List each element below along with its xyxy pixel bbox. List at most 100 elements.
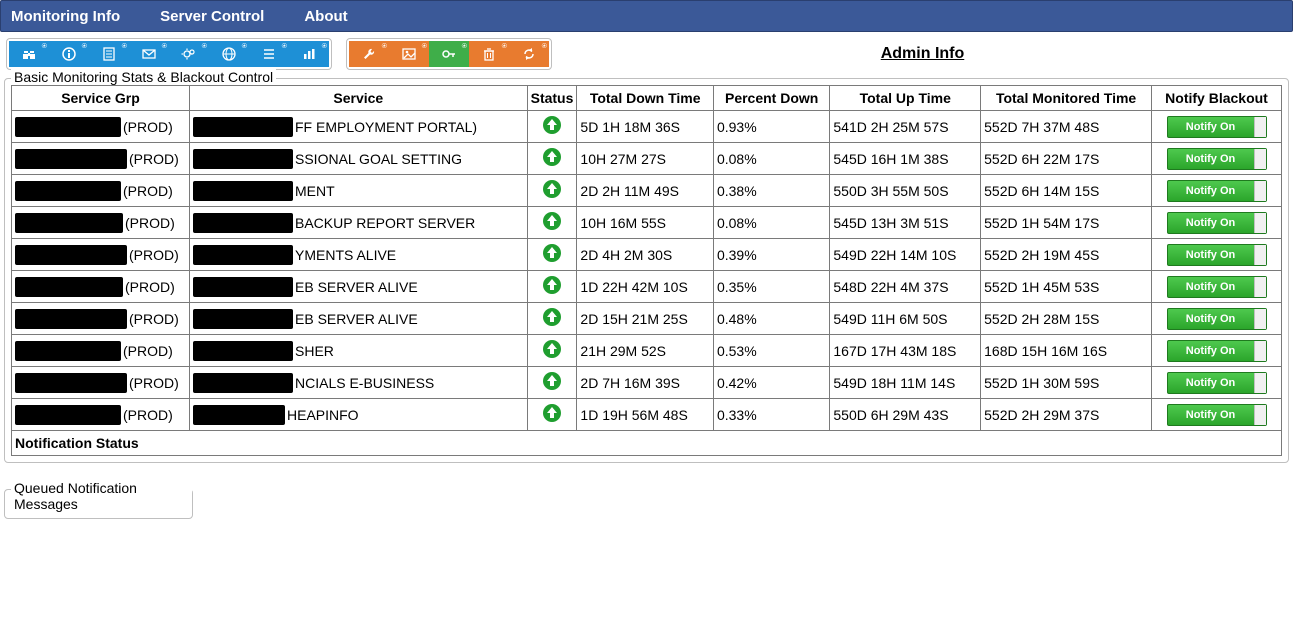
notify-toggle[interactable]: Notify On [1167,116,1267,138]
trash-icon[interactable]: ⍟ [469,41,509,67]
redacted-bar [15,245,127,265]
gears-icon[interactable]: ⍟ [169,41,209,67]
status-up-icon [542,371,562,391]
toolbar-group-2: ⍟⍟⍟⍟⍟ [346,38,552,70]
cell-down-time: 1D 19H 56M 48S [577,399,714,431]
notify-toggle[interactable]: Notify On [1167,404,1267,426]
cell-notify: Notify On [1152,271,1282,303]
notify-toggle-label: Notify On [1168,377,1254,389]
notify-toggle[interactable]: Notify On [1167,340,1267,362]
info-icon[interactable]: ⍟ [49,41,89,67]
redacted-bar [193,149,293,169]
col-up-time: Total Up Time [830,86,981,111]
cell-service-grp: (PROD) [12,399,190,431]
redacted-bar [15,149,127,169]
cell-down-time: 2D 7H 16M 39S [577,367,714,399]
toggle-knob [1254,341,1266,361]
menu-server-control[interactable]: Server Control [160,8,264,25]
cell-service: MENT [190,175,528,207]
cell-percent-down: 0.38% [713,175,829,207]
cell-up-time: 549D 11H 6M 50S [830,303,981,335]
notify-toggle-label: Notify On [1168,217,1254,229]
queued-panel: Queued Notification Messages No notifica… [4,489,193,519]
service-suffix: EB SERVER ALIVE [295,311,418,327]
cell-notify: Notify On [1152,143,1282,175]
cell-status [527,207,577,239]
table-row: (PROD) MENT 2D 2H 11M 49S 0.38% 550D 3H … [12,175,1282,207]
notify-toggle[interactable]: Notify On [1167,180,1267,202]
image-icon[interactable]: ⍟ [389,41,429,67]
service-suffix: BACKUP REPORT SERVER [295,215,475,231]
cell-up-time: 167D 17H 43M 18S [830,335,981,367]
service-grp-suffix: (PROD) [129,311,179,327]
notify-toggle[interactable]: Notify On [1167,276,1267,298]
cell-percent-down: 0.33% [713,399,829,431]
status-up-icon [542,179,562,199]
notify-toggle-label: Notify On [1168,345,1254,357]
menu-about[interactable]: About [304,8,347,25]
notification-status-label: Notification Status [12,431,1282,456]
notify-toggle[interactable]: Notify On [1167,244,1267,266]
cell-status [527,399,577,431]
globe-icon[interactable]: ⍟ [209,41,249,67]
notify-toggle[interactable]: Notify On [1167,212,1267,234]
redacted-bar [15,405,121,425]
cell-monitored: 552D 1H 54M 17S [981,207,1152,239]
service-grp-suffix: (PROD) [123,119,173,135]
cell-status [527,335,577,367]
col-notify: Notify Blackout [1152,86,1282,111]
wrench-icon[interactable]: ⍟ [349,41,389,67]
toggle-knob [1254,245,1266,265]
cell-service-grp: (PROD) [12,367,190,399]
cell-up-time: 541D 2H 25M 57S [830,111,981,143]
cell-service: BACKUP REPORT SERVER [190,207,528,239]
toggle-knob [1254,213,1266,233]
cell-up-time: 550D 3H 55M 50S [830,175,981,207]
cell-service-grp: (PROD) [12,175,190,207]
menu-monitoring-info[interactable]: Monitoring Info [11,8,120,25]
status-up-icon [542,147,562,167]
table-row: (PROD) SSIONAL GOAL SETTING 10H 27M 27S … [12,143,1282,175]
notify-toggle[interactable]: Notify On [1167,372,1267,394]
key-icon[interactable]: ⍟ [429,41,469,67]
status-up-icon [542,307,562,327]
service-grp-suffix: (PROD) [123,183,173,199]
admin-info-link[interactable]: Admin Info [552,45,1293,63]
service-grp-suffix: (PROD) [129,247,179,263]
redacted-bar [15,277,123,297]
list-icon[interactable]: ⍟ [249,41,289,67]
cell-percent-down: 0.48% [713,303,829,335]
document-icon[interactable]: ⍟ [89,41,129,67]
cell-service-grp: (PROD) [12,207,190,239]
toggle-knob [1254,277,1266,297]
notify-toggle-label: Notify On [1168,249,1254,261]
service-grp-suffix: (PROD) [123,343,173,359]
cell-percent-down: 0.53% [713,335,829,367]
stats-panel-title: Basic Monitoring Stats & Blackout Contro… [11,69,276,85]
status-up-icon [542,403,562,423]
cell-down-time: 10H 27M 27S [577,143,714,175]
redacted-bar [193,181,293,201]
cell-service-grp: (PROD) [12,239,190,271]
notify-toggle-label: Notify On [1168,281,1254,293]
cell-down-time: 2D 2H 11M 49S [577,175,714,207]
toolbars-row: ⍟⍟⍟⍟⍟⍟⍟⍟ ⍟⍟⍟⍟⍟ Admin Info [0,38,1293,70]
notify-toggle-label: Notify On [1168,153,1254,165]
cell-status [527,367,577,399]
cell-monitored: 552D 2H 29M 37S [981,399,1152,431]
chart-icon[interactable]: ⍟ [289,41,329,67]
stats-header-row: Service Grp Service Status Total Down Ti… [12,86,1282,111]
notify-toggle[interactable]: Notify On [1167,308,1267,330]
cell-percent-down: 0.93% [713,111,829,143]
cell-status [527,111,577,143]
refresh-icon[interactable]: ⍟ [509,41,549,67]
binoculars-icon[interactable]: ⍟ [9,41,49,67]
mail-icon[interactable]: ⍟ [129,41,169,67]
toggle-knob [1254,373,1266,393]
cell-notify: Notify On [1152,399,1282,431]
toggle-knob [1254,117,1266,137]
stats-table: Service Grp Service Status Total Down Ti… [11,85,1282,456]
service-suffix: FF EMPLOYMENT PORTAL) [295,119,477,135]
cell-notify: Notify On [1152,111,1282,143]
notify-toggle[interactable]: Notify On [1167,148,1267,170]
